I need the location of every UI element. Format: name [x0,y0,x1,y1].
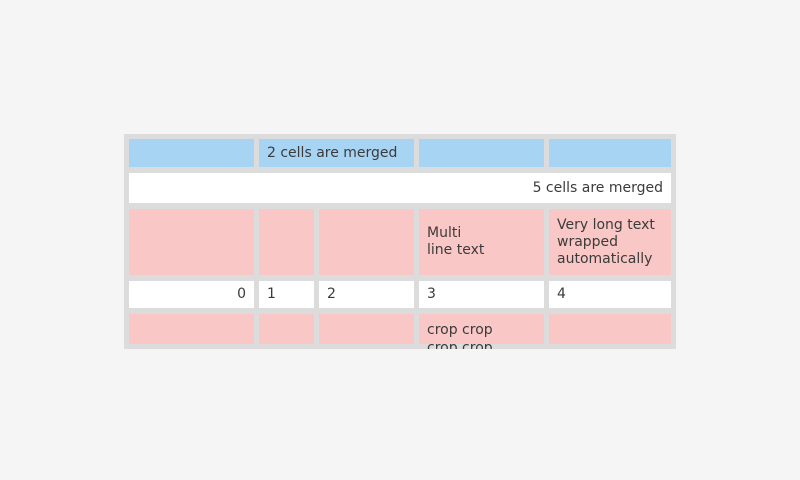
table-cell-r1c2-merged[interactable]: 2 cells are merged [259,139,414,167]
cell-text: 5 cells are merged [532,179,663,196]
table-cell-r5c4-cropped[interactable]: crop crop crop crop [419,314,544,349]
table-cell-r4c1[interactable]: 0 [129,281,254,308]
table-cell-r1c1[interactable] [129,139,254,167]
table-cell-r4c2[interactable]: 1 [259,281,314,308]
cell-text: 1 [267,286,276,302]
table-cell-r3c1[interactable] [129,209,254,275]
cell-text: 2 [327,286,336,302]
table-cell-r1c5[interactable] [549,139,671,167]
cell-text: crop crop crop crop [427,322,493,349]
table-cell-r4c4[interactable]: 3 [419,281,544,308]
cell-text: 3 [427,286,436,302]
cell-text: 4 [557,286,566,302]
table-cell-r3c3[interactable] [319,209,414,275]
table-cell-r3c5[interactable]: Very long text wrapped automatically [549,209,671,275]
table-cell-r5c2[interactable] [259,314,314,344]
cell-text: 0 [237,286,246,302]
table-cell-r4c3[interactable]: 2 [319,281,414,308]
table-cell-r2-merged[interactable]: 5 cells are merged [129,173,671,203]
table-widget: 2 cells are merged 5 cells are merged Mu… [124,134,676,349]
table: 2 cells are merged 5 cells are merged Mu… [129,139,671,349]
table-cell-r5c1[interactable] [129,314,254,344]
table-cell-r1c4[interactable] [419,139,544,167]
table-cell-r3c2[interactable] [259,209,314,275]
cell-text: 2 cells are merged [267,144,398,161]
table-cell-r5c5[interactable] [549,314,671,344]
table-cell-r3c4[interactable]: Multi line text [419,209,544,275]
cell-text: Multi line text [427,225,485,258]
table-cell-r5c3[interactable] [319,314,414,344]
cell-text: Very long text wrapped automatically [557,216,655,267]
table-cell-r4c5[interactable]: 4 [549,281,671,308]
